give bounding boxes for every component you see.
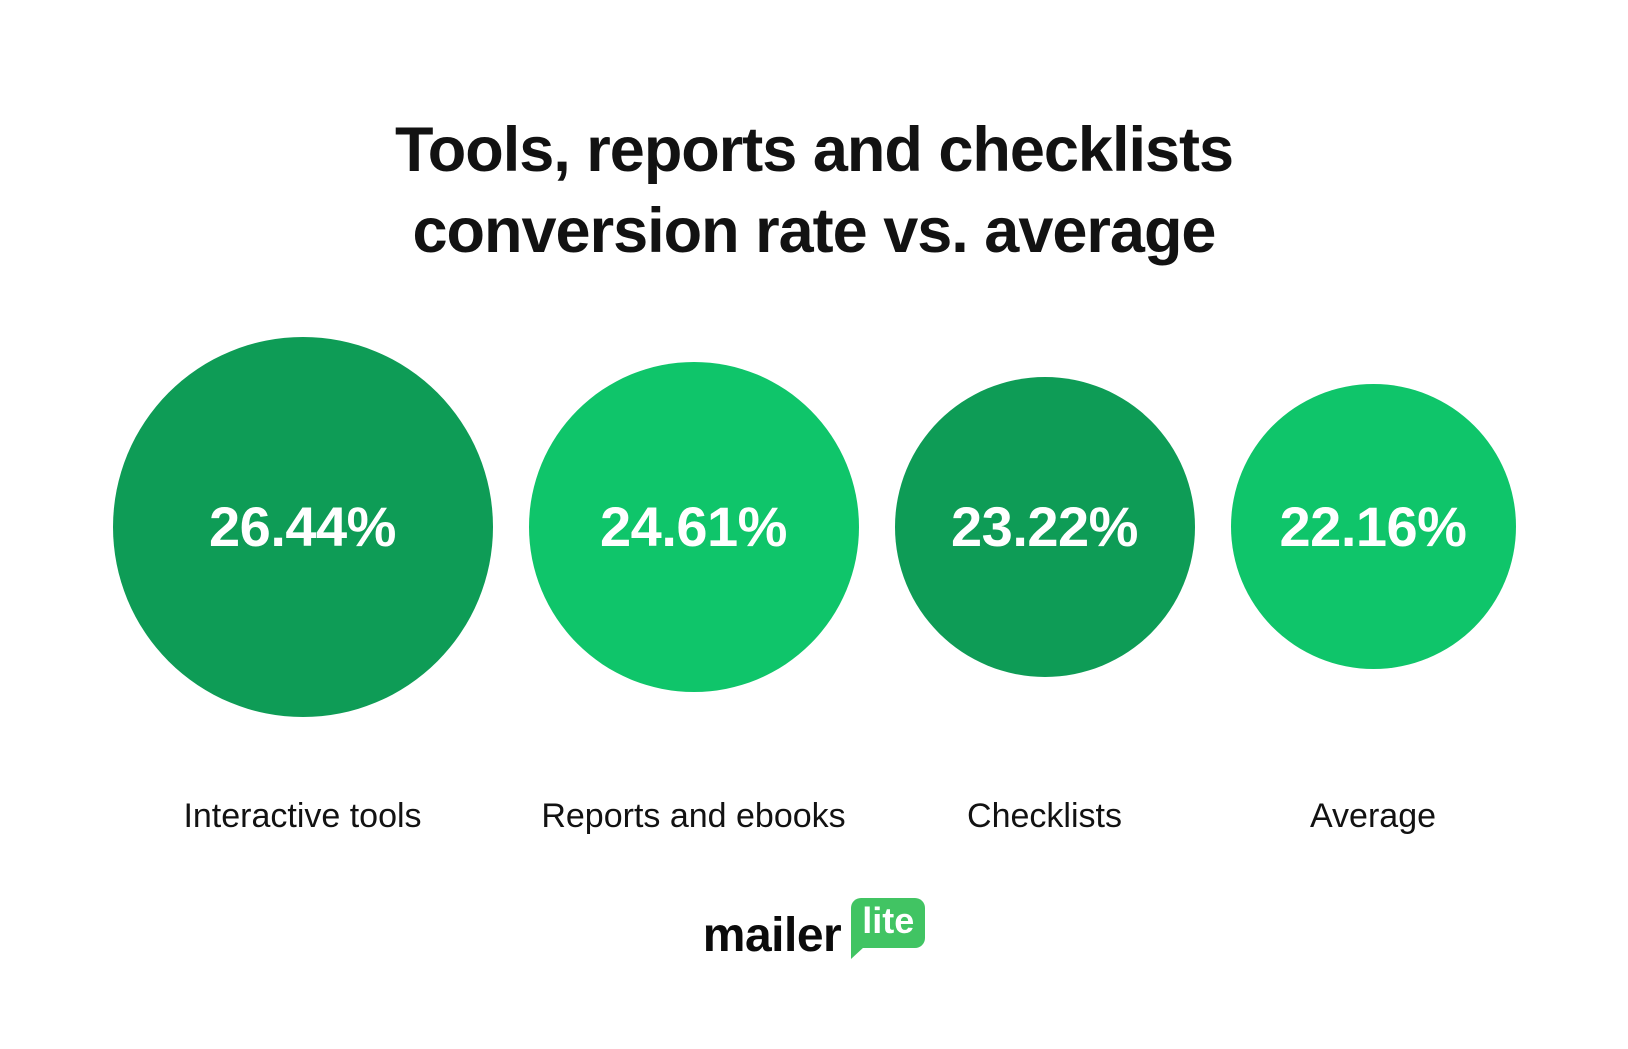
bubble-circle-area: 22.16% <box>1230 337 1516 717</box>
bubble-circle: 23.22% <box>894 376 1195 677</box>
bubble-label: Checklists <box>967 796 1122 835</box>
chart-title: Tools, reports and checklists conversion… <box>394 115 1234 267</box>
bubble-circle-area: 24.61% <box>528 337 859 717</box>
bubble-label: Reports and ebooks <box>541 796 846 835</box>
bubble-circle-area: 23.22% <box>894 337 1195 717</box>
logo-lite-badge: lite <box>851 898 926 960</box>
bubble-group-checklists: 23.22% Checklists <box>894 337 1195 836</box>
bubble-chart: 26.44% Interactive tools 24.61% Reports … <box>0 336 1628 836</box>
bubble-group-average: 22.16% Average <box>1230 337 1516 836</box>
logo-wordmark: mailer <box>702 908 842 962</box>
mailerlite-logo: mailer lite <box>0 898 1628 963</box>
bubble-value: 26.44% <box>209 495 396 559</box>
bubble-circle: 22.16% <box>1230 384 1516 670</box>
bubble-label: Interactive tools <box>183 796 422 835</box>
bubble-value: 23.22% <box>951 495 1138 559</box>
bubble-circle: 24.61% <box>528 361 859 692</box>
bubble-value: 22.16% <box>1279 495 1467 559</box>
bubble-value: 24.61% <box>600 495 787 559</box>
bubble-circle-area: 26.44% <box>112 336 493 717</box>
bubble-group-interactive-tools: 26.44% Interactive tools <box>112 336 493 836</box>
bubble-circle: 26.44% <box>112 336 493 717</box>
bubble-group-reports-ebooks: 24.61% Reports and ebooks <box>528 337 859 836</box>
bubble-label: Average <box>1309 796 1437 835</box>
